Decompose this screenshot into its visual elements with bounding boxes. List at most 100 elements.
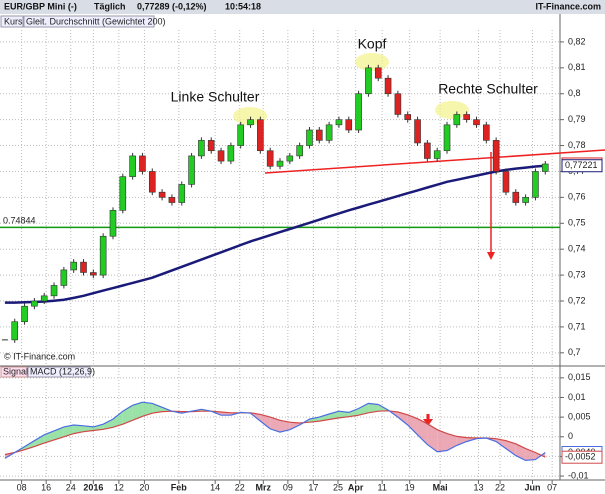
macd-fill xyxy=(112,411,123,428)
legend-box xyxy=(23,15,155,28)
candle xyxy=(394,93,402,115)
x-tick-label: Mai xyxy=(433,482,448,492)
candle xyxy=(355,93,362,131)
x-tick-label: 08 xyxy=(17,482,27,492)
candle xyxy=(492,140,500,172)
candle xyxy=(404,114,412,120)
highlight xyxy=(435,101,469,119)
candle xyxy=(247,119,254,126)
y-tick-label: 0,73 xyxy=(568,269,586,279)
candle xyxy=(31,300,38,307)
last-value-box xyxy=(561,450,603,464)
x-tick-label: 12 xyxy=(114,482,124,492)
macd-fill xyxy=(338,411,349,418)
x-tick-label: 07 xyxy=(547,482,557,492)
y-tick-label: 0,79 xyxy=(568,114,586,124)
macd-fill xyxy=(397,412,408,425)
neckline xyxy=(264,149,605,174)
header-title: EUR/GBP Mini (-) xyxy=(4,1,77,11)
y-tick-label: 0,82 xyxy=(568,36,586,46)
candle xyxy=(129,155,136,177)
candle xyxy=(374,67,382,79)
x-tick-label: 22 xyxy=(495,482,505,492)
annotation-head: Kopf xyxy=(358,36,387,52)
y-tick-label: 0,01 xyxy=(568,392,586,402)
candle xyxy=(148,171,156,193)
macd-fill xyxy=(319,413,330,422)
candle xyxy=(296,145,303,157)
candle xyxy=(463,114,470,120)
macd-fill xyxy=(505,440,516,456)
macd-fill xyxy=(407,414,418,435)
macd-fill xyxy=(437,429,448,452)
candle xyxy=(286,155,294,162)
candle xyxy=(178,184,186,203)
x-tick-label: 11 xyxy=(378,482,387,492)
candle xyxy=(90,272,97,276)
y-tick-label: 0,76 xyxy=(568,192,586,202)
macd-fill xyxy=(368,403,379,413)
candle xyxy=(80,261,87,273)
candle xyxy=(168,197,176,203)
candle xyxy=(502,171,510,193)
candle xyxy=(414,119,421,144)
candle xyxy=(384,77,392,95)
last-value-box xyxy=(561,159,603,173)
macd-fill xyxy=(280,420,290,433)
candle xyxy=(207,140,215,152)
candle xyxy=(483,124,490,141)
candle xyxy=(541,163,549,172)
header-brand: IT-Finance.com xyxy=(535,1,601,11)
candle xyxy=(21,305,28,323)
macd-fill xyxy=(348,408,359,417)
candle xyxy=(217,150,225,162)
candle xyxy=(345,119,353,131)
highlight xyxy=(355,53,389,71)
x-tick-label: 17 xyxy=(308,482,318,492)
candle xyxy=(365,67,372,95)
y-tick-label: 0 xyxy=(568,431,573,441)
macd-fill xyxy=(358,403,369,416)
candle xyxy=(266,150,274,167)
candle xyxy=(188,155,195,185)
legend-ma: Gleit. Durchschnitt (Gewichtet 200) xyxy=(26,16,166,26)
y-tick-label: 0,8 xyxy=(568,88,581,98)
macd-fill xyxy=(83,425,94,432)
candle xyxy=(237,124,245,146)
macd-fill xyxy=(142,402,153,417)
y-tick-label: -0,01 xyxy=(568,470,589,480)
series-line xyxy=(4,401,546,462)
x-tick-label: 13 xyxy=(473,482,483,492)
x-tick-label: 25 xyxy=(333,482,343,492)
legend-box xyxy=(0,366,28,378)
candle xyxy=(453,114,461,126)
header-quote: 0,77289 (-0,12%) xyxy=(137,1,207,11)
y-tick-label: 0,75 xyxy=(568,218,586,228)
watermark: © IT-Finance.com xyxy=(4,351,75,361)
candle xyxy=(257,119,264,152)
legend-signal: Signal xyxy=(3,366,28,376)
candle xyxy=(70,261,77,271)
candle xyxy=(11,321,19,341)
candle xyxy=(433,150,441,159)
candle xyxy=(315,129,323,141)
candle xyxy=(335,119,343,126)
candle xyxy=(158,191,166,198)
last-value-label: 0,77221 xyxy=(565,160,598,170)
candle xyxy=(99,235,107,276)
last-value-label: -0,0052 xyxy=(565,452,596,462)
support-label: 0.74844 xyxy=(3,216,36,226)
y-tick-label: 0,015 xyxy=(568,372,591,382)
header-period: Täglich xyxy=(94,1,126,11)
macd-fill xyxy=(73,424,84,434)
y-tick-label: 0,81 xyxy=(568,62,586,72)
candle xyxy=(512,191,520,203)
header-time: 10:54:18 xyxy=(225,1,261,11)
candle xyxy=(60,269,68,286)
legend-box xyxy=(0,15,24,28)
candle xyxy=(473,119,480,126)
x-tick-label: Jun xyxy=(524,482,540,492)
candle xyxy=(424,142,431,159)
candle xyxy=(198,140,205,157)
